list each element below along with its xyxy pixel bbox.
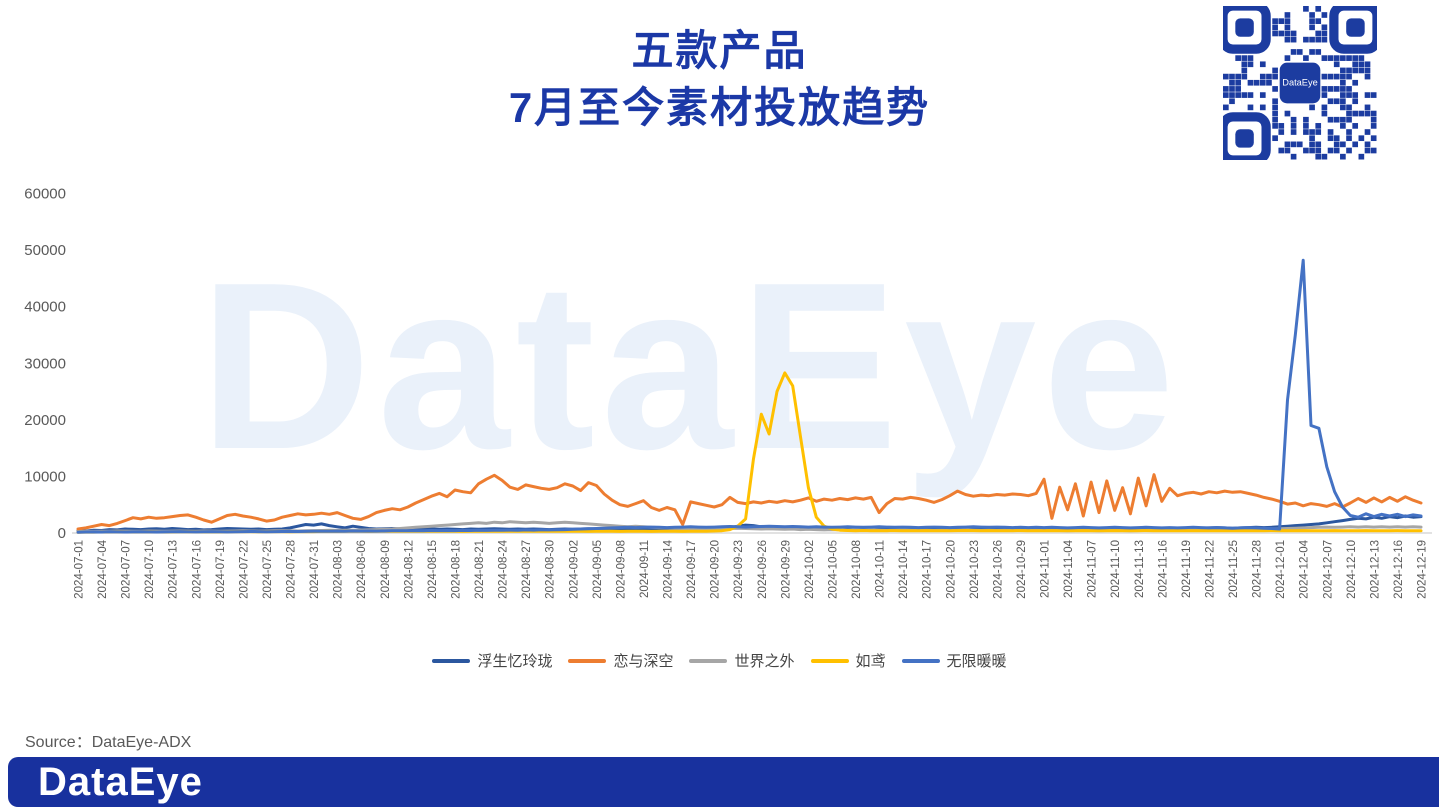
x-axis-tick-label: 2024-11-19 xyxy=(1181,540,1193,598)
x-axis-tick-label: 2024-09-05 xyxy=(592,540,604,599)
legend-swatch-icon xyxy=(901,658,940,663)
x-axis-tick-label: 2024-08-06 xyxy=(356,540,368,599)
y-axis-tick-label: 40000 xyxy=(24,299,66,316)
x-axis-tick-label: 2024-08-12 xyxy=(403,540,415,599)
x-axis-tick-label: 2024-12-13 xyxy=(1369,540,1381,599)
x-axis-tick-label: 2024-11-25 xyxy=(1228,540,1240,598)
legend-item-2: 世界之外 xyxy=(689,650,795,671)
x-axis-tick-label: 2024-11-10 xyxy=(1110,540,1122,598)
legend-label: 如鸢 xyxy=(855,653,886,670)
x-axis-tick-label: 2024-09-23 xyxy=(733,540,745,599)
x-axis-tick-label: 2024-12-19 xyxy=(1417,540,1429,599)
y-axis-tick-label: 10000 xyxy=(24,468,66,485)
y-axis-tick-label: 0 xyxy=(58,525,66,542)
legend-swatch-icon xyxy=(810,658,849,663)
x-axis-tick-label: 2024-08-21 xyxy=(474,540,486,599)
footer-bar: DataEye xyxy=(8,757,1439,807)
series-line-4 xyxy=(76,258,1423,534)
legend-swatch-icon xyxy=(689,658,728,663)
x-axis-tick-label: 2024-10-02 xyxy=(804,540,816,599)
x-axis-tick-label: 2024-07-10 xyxy=(144,540,156,599)
legend-item-0: 浮生忆玲珑 xyxy=(432,650,552,671)
x-axis-tick-label: 2024-10-14 xyxy=(898,539,910,598)
x-axis-tick-label: 2024-11-28 xyxy=(1252,540,1264,598)
x-axis-tick-label: 2024-12-16 xyxy=(1393,540,1405,599)
dataeye-logo: DataEye xyxy=(38,760,203,804)
y-axis-tick-label: 60000 xyxy=(24,186,66,203)
qr-code-image: DataEye xyxy=(1218,1,1382,165)
legend-swatch-icon xyxy=(432,658,471,663)
legend-label: 浮生忆玲珑 xyxy=(477,653,553,670)
x-axis-tick-label: 2024-09-17 xyxy=(686,540,698,599)
legend-label: 无限暖暖 xyxy=(946,653,1007,670)
x-axis-tick-label: 2024-10-11 xyxy=(875,540,887,598)
x-axis-tick-label: 2024-10-05 xyxy=(827,540,839,599)
chart-title-line2: 7月至今素材投放趋势 xyxy=(508,84,931,131)
x-axis-tick-label: 2024-07-22 xyxy=(238,540,250,599)
legend-item-4: 无限暖暖 xyxy=(901,650,1007,671)
x-axis-tick-label: 2024-07-13 xyxy=(168,540,180,599)
y-axis-tick-label: 20000 xyxy=(24,412,66,429)
legend-item-3: 如鸢 xyxy=(810,650,886,671)
series-line-3 xyxy=(76,371,1423,534)
x-axis-tick-label: 2024-11-01 xyxy=(1040,540,1052,598)
x-axis-tick-label: 2024-08-24 xyxy=(498,539,510,598)
x-axis-tick-label: 2024-10-23 xyxy=(969,540,981,599)
x-axis-tick-label: 2024-11-13 xyxy=(1134,540,1146,598)
x-axis-tick-label: 2024-09-02 xyxy=(568,540,580,599)
y-axis-tick-label: 50000 xyxy=(24,242,66,259)
x-axis-tick-label: 2024-11-04 xyxy=(1063,539,1075,598)
source-label: Source：DataEye-ADX xyxy=(25,734,192,751)
x-axis-tick-label: 2024-11-22 xyxy=(1204,540,1216,598)
x-axis-tick-label: 2024-07-25 xyxy=(262,540,274,599)
x-axis-tick-label: 2024-08-09 xyxy=(380,540,392,599)
x-axis-tick-label: 2024-12-04 xyxy=(1299,539,1311,598)
chart-title-line1: 五款产品 xyxy=(631,27,808,74)
x-axis-tick-label: 2024-07-01 xyxy=(74,540,86,599)
x-axis-tick-label: 2024-12-01 xyxy=(1275,540,1287,599)
x-axis-tick-label: 2024-10-29 xyxy=(1016,540,1028,599)
x-axis-tick-label: 2024-07-31 xyxy=(309,540,321,599)
x-axis-tick-label: 2024-11-16 xyxy=(1157,540,1169,598)
x-axis-tick-label: 2024-08-03 xyxy=(333,540,345,599)
x-axis-tick-label: 2024-10-20 xyxy=(945,540,957,599)
x-axis-tick-label: 2024-07-19 xyxy=(215,540,227,599)
x-axis-tick-label: 2024-07-28 xyxy=(286,540,298,599)
x-axis-tick-label: 2024-08-15 xyxy=(427,540,439,599)
x-axis-tick-label: 2024-10-17 xyxy=(922,540,934,599)
x-axis-tick-label: 2024-08-30 xyxy=(545,540,557,599)
x-axis-tick-label: 2024-09-20 xyxy=(710,540,722,599)
x-axis-tick-label: 2024-07-04 xyxy=(97,539,109,598)
x-axis-tick-label: 2024-10-26 xyxy=(992,540,1004,599)
x-axis-tick-label: 2024-12-10 xyxy=(1346,540,1358,599)
x-axis-tick-label: 2024-08-18 xyxy=(450,540,462,599)
x-axis-tick-label: 2024-07-07 xyxy=(121,540,133,599)
chart-legend: 浮生忆玲珑 恋与深空 世界之外 如鸢 无限暖暖 xyxy=(0,650,1439,671)
dataeye-watermark: DataEye xyxy=(199,234,1181,499)
svg-text:DataEye: DataEye xyxy=(1282,77,1317,87)
x-axis-tick-label: 2024-09-14 xyxy=(663,539,675,598)
x-axis-tick-label: 2024-08-27 xyxy=(521,540,533,599)
y-axis-tick-label: 30000 xyxy=(24,355,66,372)
x-axis-tick-label: 2024-09-26 xyxy=(757,540,769,599)
x-axis-tick-label: 2024-07-16 xyxy=(191,540,203,599)
x-axis-tick-label: 2024-09-11 xyxy=(639,540,651,598)
legend-item-1: 恋与深空 xyxy=(568,650,673,671)
chart-title: 五款产品 7月至今素材投放趋势 xyxy=(0,22,1439,136)
series-line-1 xyxy=(76,473,1423,531)
legend-label: 恋与深空 xyxy=(613,653,674,670)
x-axis-tick-label: 2024-09-08 xyxy=(615,540,627,599)
legend-swatch-icon xyxy=(568,658,607,663)
qr-code: DataEye xyxy=(1218,1,1382,165)
x-axis-tick-label: 2024-11-07 xyxy=(1087,540,1099,598)
x-axis-tick-label: 2024-10-08 xyxy=(851,540,863,599)
x-axis-tick-label: 2024-12-07 xyxy=(1322,540,1334,599)
legend-label: 世界之外 xyxy=(734,653,795,670)
x-axis-tick-label: 2024-09-29 xyxy=(780,540,792,599)
